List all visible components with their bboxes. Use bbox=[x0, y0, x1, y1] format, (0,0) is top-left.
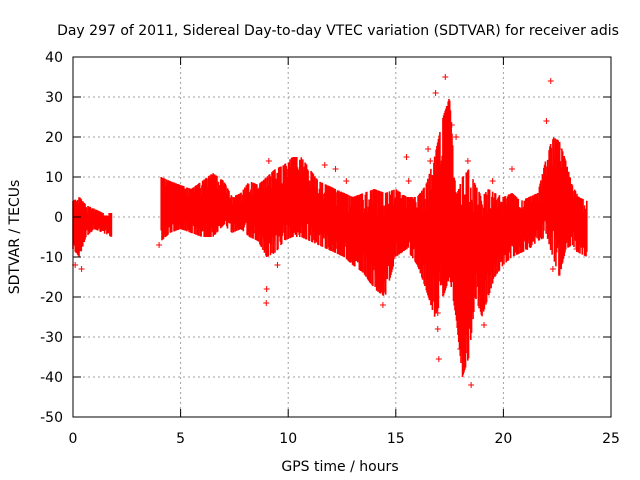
outlier-point bbox=[435, 356, 442, 362]
y-tick-label: -10 bbox=[40, 250, 63, 266]
outlier-point bbox=[543, 118, 550, 124]
x-tick-label: 20 bbox=[494, 431, 512, 447]
outlier-point bbox=[425, 146, 432, 152]
outlier-point bbox=[442, 74, 449, 80]
x-tick-label: 0 bbox=[69, 431, 78, 447]
outlier-point bbox=[448, 122, 455, 128]
x-tick-label: 15 bbox=[387, 431, 405, 447]
outlier-point bbox=[547, 78, 554, 84]
outlier-point bbox=[457, 346, 464, 352]
outlier-point bbox=[343, 178, 350, 184]
outlier-point bbox=[468, 382, 475, 388]
x-tick-label: 10 bbox=[279, 431, 297, 447]
y-tick-label: -30 bbox=[40, 330, 63, 346]
x-tick-label: 5 bbox=[176, 431, 185, 447]
outlier-point bbox=[453, 134, 460, 140]
outlier-point bbox=[362, 262, 369, 268]
plot-area bbox=[72, 74, 588, 388]
outlier-point bbox=[156, 242, 163, 248]
outlier-point bbox=[556, 146, 563, 152]
outlier-point bbox=[573, 246, 580, 252]
outlier-point bbox=[274, 262, 281, 268]
x-tick-label: 25 bbox=[602, 431, 620, 447]
outlier-point bbox=[263, 286, 270, 292]
outlier-point bbox=[321, 162, 328, 168]
plot-frame bbox=[72, 56, 612, 418]
x-axis-label: GPS time / hours bbox=[281, 459, 398, 475]
y-tick-label: 10 bbox=[45, 170, 63, 186]
axis-ticks: 0 5 10 15 20 25 -50 -40 -30 -20 -10 0 10 20 30 40 bbox=[40, 50, 620, 447]
outlier-point bbox=[379, 302, 386, 308]
outlier-point bbox=[265, 158, 272, 164]
y-tick-label: -20 bbox=[40, 290, 63, 306]
outlier-point bbox=[432, 90, 439, 96]
outlier-point bbox=[427, 158, 434, 164]
outlier-point bbox=[549, 266, 556, 272]
outlier-point bbox=[489, 178, 496, 184]
outlier-point bbox=[434, 310, 441, 316]
y-tick-label: 30 bbox=[45, 90, 63, 106]
y-axis-label: SDTVAR / TECUs bbox=[7, 180, 23, 295]
outlier-point bbox=[78, 266, 85, 272]
y-tick-label: 20 bbox=[45, 130, 63, 146]
outlier-point bbox=[263, 300, 270, 306]
y-tick-label: 0 bbox=[54, 210, 63, 226]
outlier-point bbox=[464, 158, 471, 164]
outlier-point bbox=[509, 166, 516, 172]
y-tick-label: -50 bbox=[40, 410, 63, 426]
outlier-point bbox=[403, 154, 410, 160]
outlier-point bbox=[434, 326, 441, 332]
outlier-point bbox=[332, 166, 339, 172]
y-tick-label: 40 bbox=[45, 50, 63, 66]
outlier-point bbox=[481, 322, 488, 328]
outlier-point bbox=[405, 178, 412, 184]
chart-title: Day 297 of 2011, Sidereal Day-to-day VTE… bbox=[57, 23, 619, 39]
y-tick-label: -40 bbox=[40, 370, 63, 386]
